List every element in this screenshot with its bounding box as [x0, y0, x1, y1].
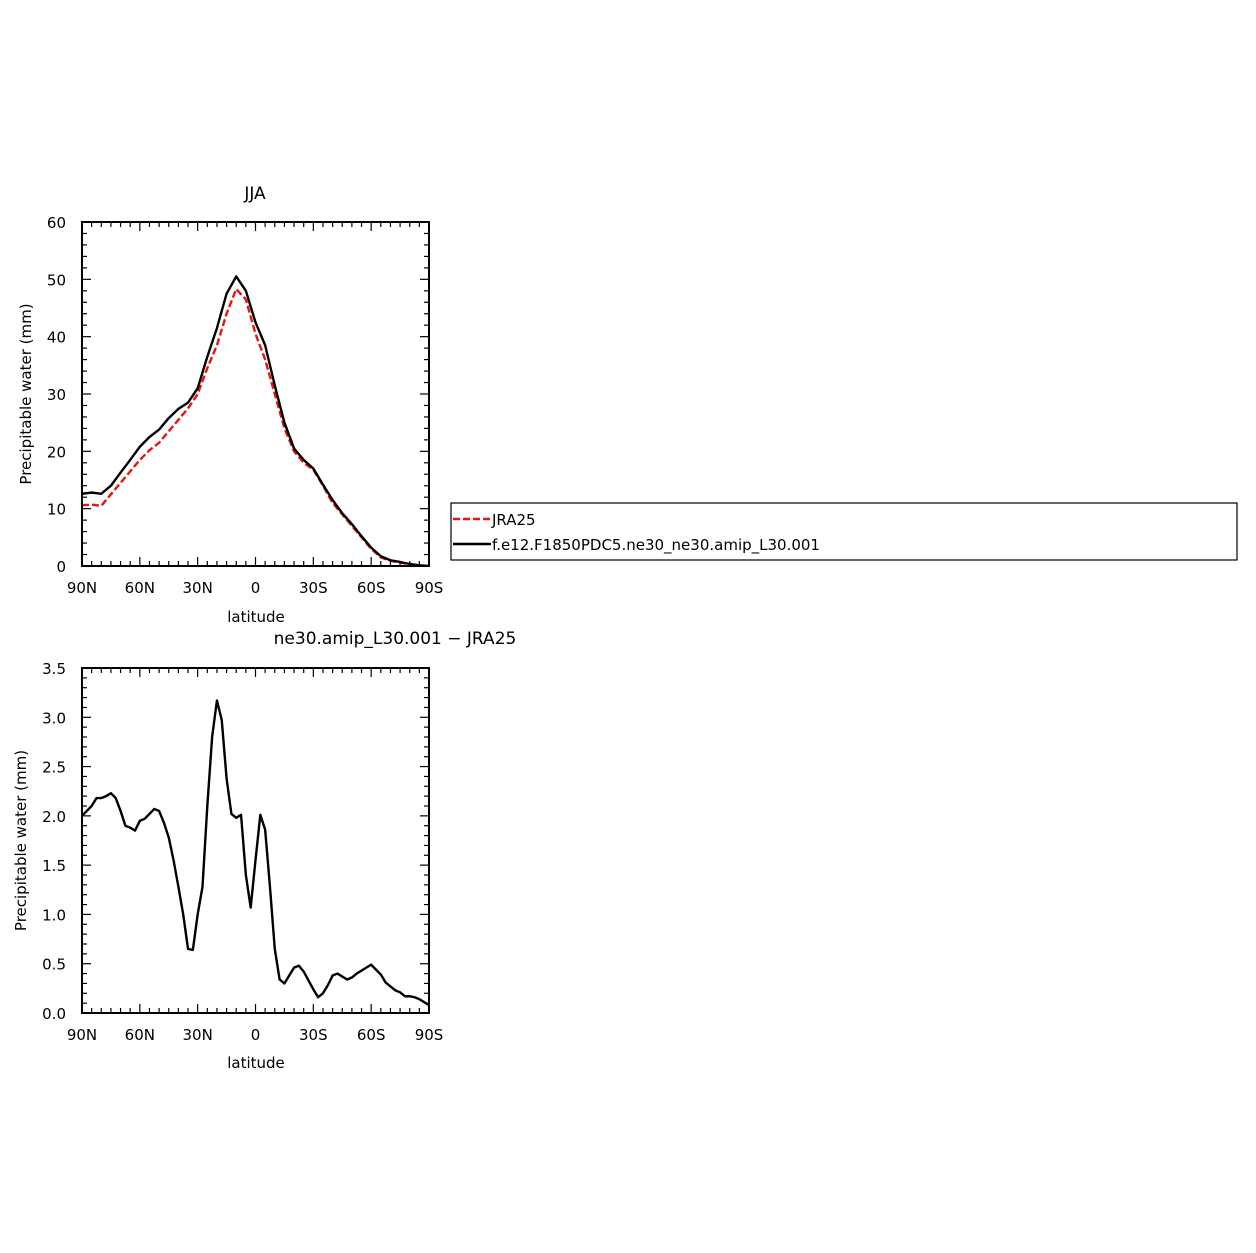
x-tick-label: 90S [415, 1026, 444, 1044]
x-tick-label: 60S [357, 1026, 386, 1044]
x-axis-label: latitude [227, 608, 285, 626]
x-tick-label: 30N [183, 579, 213, 597]
x-tick-label: 90S [415, 579, 444, 597]
x-tick-label: 90N [67, 1026, 97, 1044]
series-line-jra25 [82, 287, 429, 566]
chart-title: JJA [243, 184, 266, 204]
x-tick-label: 30N [183, 1026, 213, 1044]
panel-top-chart: JJA 90N 60N 30N 0 30S 60S 90S 0 10 20 30 40 50 60 latit… [17, 184, 443, 626]
legend-frame [450, 502, 1238, 561]
series-line-f-e12-f1850pdc5-ne30-ne3 [82, 275, 429, 566]
y-tick-label: 1.5 [42, 857, 66, 875]
legend-label-model: f.e12.F1850PDC5.ne30_ne30.amip_L30.001 [492, 536, 820, 555]
series-line-difference [82, 699, 429, 1007]
x-tick-label: 30S [299, 579, 328, 597]
y-tick-label: 40 [47, 329, 66, 347]
y-tick-label: 3.0 [42, 709, 66, 727]
plot-frame [81, 667, 430, 1014]
y-tick-label: 1.0 [42, 906, 66, 924]
y-tick-label: 2.5 [42, 759, 66, 777]
y-tick-label: 10 [47, 501, 66, 519]
x-tick-label: 60N [125, 579, 155, 597]
x-tick-label: 0 [251, 579, 261, 597]
chart-title: ne30.amip_L30.001 − JRA25 [274, 629, 517, 649]
y-tick-label: 60 [47, 214, 66, 232]
x-tick-label: 60N [125, 1026, 155, 1044]
x-tick-label: 90N [67, 579, 97, 597]
y-tick-label: 0.5 [42, 956, 66, 974]
legend-label-jra25: JRA25 [491, 511, 536, 529]
y-axis-label: Precipitable water (mm) [17, 303, 35, 484]
y-tick-label: 2.0 [42, 808, 66, 826]
y-tick-label: 3.5 [42, 660, 66, 678]
legend: JRA25 f.e12.F1850PDC5.ne30_ne30.amip_L30… [450, 502, 1238, 561]
y-tick-label: 50 [47, 271, 66, 289]
y-tick-label: 0.0 [42, 1005, 66, 1023]
y-tick-label: 20 [47, 443, 66, 461]
panel-bottom-chart: ne30.amip_L30.001 − JRA25 90N 60N 30N 0 30S 60… [12, 629, 516, 1072]
x-tick-label: 60S [357, 579, 386, 597]
x-tick-label: 0 [251, 1026, 261, 1044]
y-tick-label: 30 [47, 386, 66, 404]
y-tick-label: 0 [56, 558, 66, 576]
x-tick-label: 30S [299, 1026, 328, 1044]
x-axis-label: latitude [227, 1054, 285, 1072]
y-axis-label: Precipitable water (mm) [12, 750, 30, 931]
plot-frame [81, 221, 430, 567]
